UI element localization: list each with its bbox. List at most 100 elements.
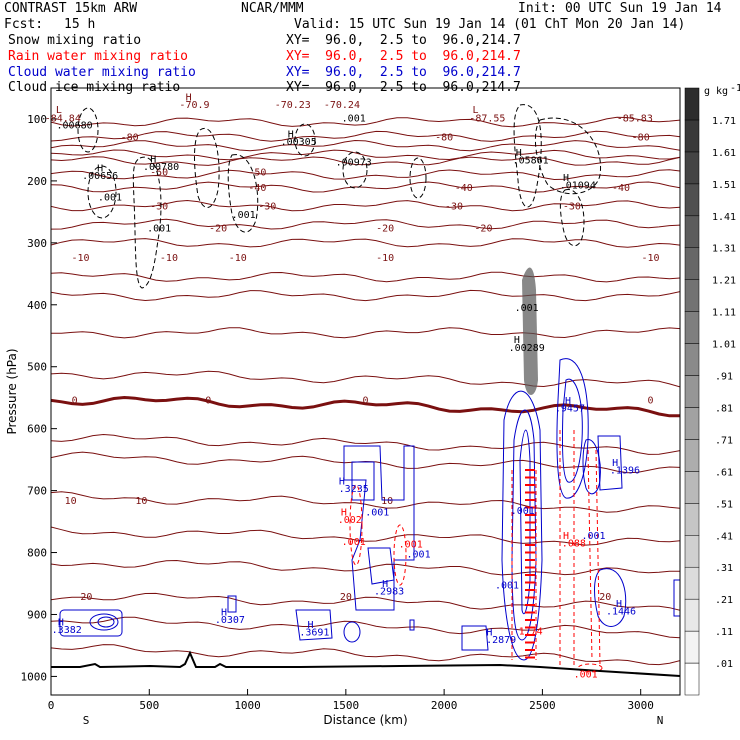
colorbar-swatch [684,503,700,536]
colorbar-label: 1.71 [712,116,736,127]
colorbar-swatch [684,566,700,600]
init-time: Init: 00 UTC Sun 19 Jan 14 [518,1,722,16]
colorbar-swatch [684,247,700,280]
y-tick-label: 600 [27,423,47,436]
temperature-contour-label: -30 [445,202,463,213]
model-title: CONTRAST 15km ARW [4,1,138,16]
y-axis-title: Pressure (hPa) [5,348,19,434]
temperature-isotherm [51,395,680,418]
temperature-contour-label: 10 [381,496,393,507]
cloud-water-cell [461,625,489,651]
contour-annotation: H [616,599,622,610]
field-cloud-water-xy: XY= 96.0, 2.5 to 96.0,214.7 [286,65,521,80]
temperature-isotherm [51,218,680,230]
colorbar-label: .71 [715,435,733,446]
forecast-hour: 15 h [64,17,96,32]
temperature-isotherm [51,139,680,152]
cloud-water-cell [511,409,537,641]
colorbar-swatch [684,407,700,440]
temperature-isotherm [51,433,680,455]
contour-annotation: H [341,507,347,518]
temperature-contour-label: 0 [72,396,78,407]
colorbar-swatch [684,535,700,568]
snow-cell [77,107,99,153]
temperature-contour-label: 20 [340,592,352,603]
temperature-isotherm [51,149,680,161]
cloud-water-cell [597,435,623,491]
contour-annotation: -87.55 [469,113,505,124]
colorbar-label: .61 [715,467,733,478]
contour-annotation: .3382 [52,625,82,636]
colorbar-label: .31 [715,563,733,574]
colorbar-label: .11 [715,627,733,638]
field-rain-xy: XY= 96.0, 2.5 to 96.0,214.7 [286,49,521,64]
temperature-isotherm [51,130,680,142]
colorbar-swatch [684,630,700,664]
colorbar-swatch [684,343,700,376]
temperature-contour-label: 10 [135,496,147,507]
snow-cell [559,189,585,247]
y-tick-label: 400 [27,299,47,312]
colorbar-swatch [684,215,700,248]
contour-annotation: .002 [338,515,362,526]
cloud-water-cell [351,461,375,501]
temperature-isotherm [51,644,680,666]
contour-annotation: .00680 [57,120,93,131]
colorbar-swatch [684,471,700,504]
temperature-isotherm [51,491,680,513]
contour-annotation: .001 [342,113,366,124]
temperature-contour-label: 10 [65,496,77,507]
y-tick-label: 900 [27,608,47,621]
cloud-water-cell [367,547,395,585]
contour-annotation: .1446 [606,606,636,617]
colorbar-swatch [684,279,700,312]
colorbar-label: .91 [715,372,733,383]
colorbar-swatch [684,119,700,153]
temperature-isotherm [51,526,680,546]
snow-cell [227,154,259,233]
contour-annotation: .001 [147,224,171,235]
temperature-isotherm [51,616,680,639]
contour-annotation: H [516,148,522,159]
temperature-contour-label: -80 [632,132,650,143]
ice-column-shading [522,267,538,395]
contour-annotation: .00780 [143,162,179,173]
y-tick-label: 100 [27,113,47,126]
temperature-contour-label: -10 [641,253,659,264]
temperature-isotherm [51,181,680,193]
contour-annotation: .001 [407,549,431,560]
temperature-contour-label: 0 [648,396,654,407]
contour-annotation: .001 [365,507,389,518]
contour-annotation: H [486,628,492,639]
x-axis-title: Distance (km) [323,713,407,727]
contour-annotation: .001 [98,193,122,204]
contour-annotation: H [221,608,227,619]
temperature-isotherm [51,370,680,388]
colorbar-label: 1.41 [712,212,736,223]
contour-annotation: -84.84 [45,113,81,124]
x-tick-label: 1000 [234,699,261,712]
contour-annotation: .001 [574,670,598,681]
temperature-contour-label: 0 [362,396,368,407]
temperature-contour-label: -40 [612,183,630,194]
snow-cell [294,123,316,157]
temperature-contour-label: 20 [599,592,611,603]
cloud-water-cell [227,595,237,613]
colorbar-swatch [684,439,700,472]
axes: 0 500 1000 1500 2000 2500 30001002003004005006… [5,113,663,727]
temperature-contour-label: -20 [209,223,227,234]
contour-annotation: .001 [399,540,423,551]
contour-annotation: .00289 [509,343,545,354]
contour-annotation: H [382,579,388,590]
contour-annotation: .001 [342,537,366,548]
rain-cell [511,470,537,660]
temperature-contour-label: 0 [205,396,211,407]
contour-annotation: .001 [515,303,539,314]
colorbar-label: .41 [715,531,733,542]
temperature-contour-label: -80 [121,132,139,143]
contour-annotation: .3691 [299,628,329,639]
contour-annotation: -85.83 [617,113,653,124]
contour-annotation: .001 [581,531,605,542]
y-tick-label: 300 [27,237,47,250]
temperature-isotherm [51,156,680,166]
